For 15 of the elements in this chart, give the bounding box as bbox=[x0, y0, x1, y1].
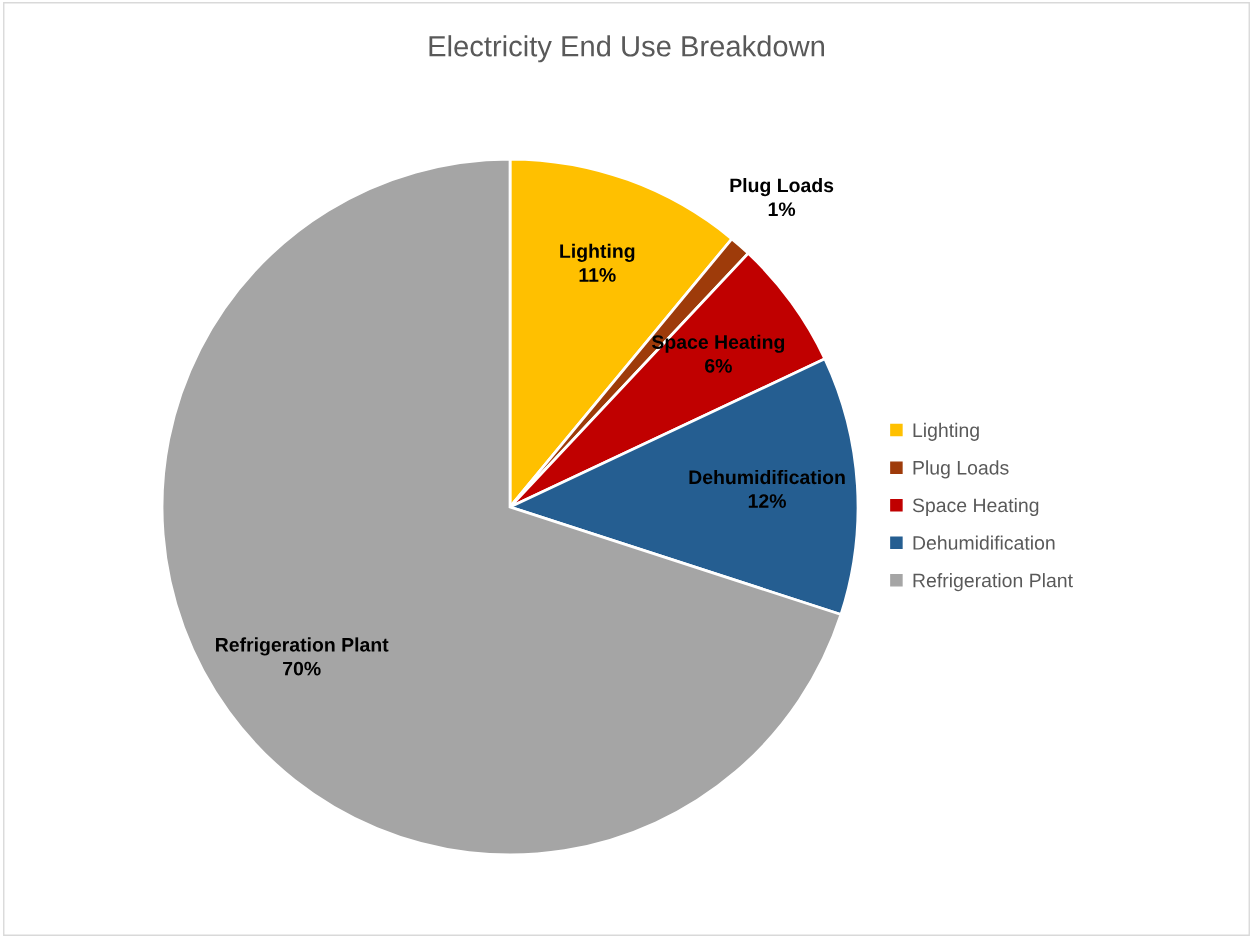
legend-label: Lighting bbox=[913, 422, 979, 441]
legend-label: Space Heating bbox=[912, 497, 1039, 517]
slice-label: Plug Loads bbox=[730, 177, 834, 197]
data-label: 6% bbox=[705, 359, 732, 373]
data-label: 1% bbox=[768, 202, 796, 217]
chart-title: Electricity End Use Breakdown bbox=[429, 35, 824, 63]
legend-label: Refrigeration Plant bbox=[913, 573, 1073, 592]
slice-label: Lighting bbox=[560, 243, 635, 262]
legend-label: Dehumidification bbox=[913, 535, 1055, 550]
data-label: 11% bbox=[579, 268, 616, 282]
legend-label: Plug Loads bbox=[913, 460, 1009, 479]
slice-label: Refrigeration Plant bbox=[216, 637, 389, 656]
data-label: 12% bbox=[748, 494, 786, 508]
slice-label: Dehumidification bbox=[689, 469, 845, 485]
data-label: 70% bbox=[283, 661, 321, 676]
